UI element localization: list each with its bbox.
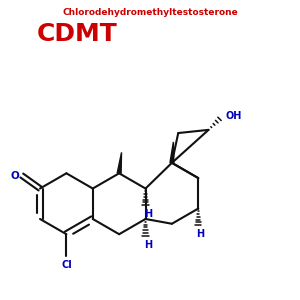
Text: Cl: Cl bbox=[61, 260, 72, 270]
Text: Chlorodehydromethyltestosterone: Chlorodehydromethyltestosterone bbox=[62, 8, 238, 17]
Text: O: O bbox=[10, 170, 19, 181]
Text: CDMT: CDMT bbox=[37, 22, 117, 46]
Text: H: H bbox=[144, 240, 152, 250]
Text: H: H bbox=[196, 230, 205, 239]
Text: H: H bbox=[144, 209, 152, 219]
Polygon shape bbox=[170, 142, 174, 163]
Text: OH: OH bbox=[225, 111, 242, 121]
Polygon shape bbox=[117, 152, 122, 173]
